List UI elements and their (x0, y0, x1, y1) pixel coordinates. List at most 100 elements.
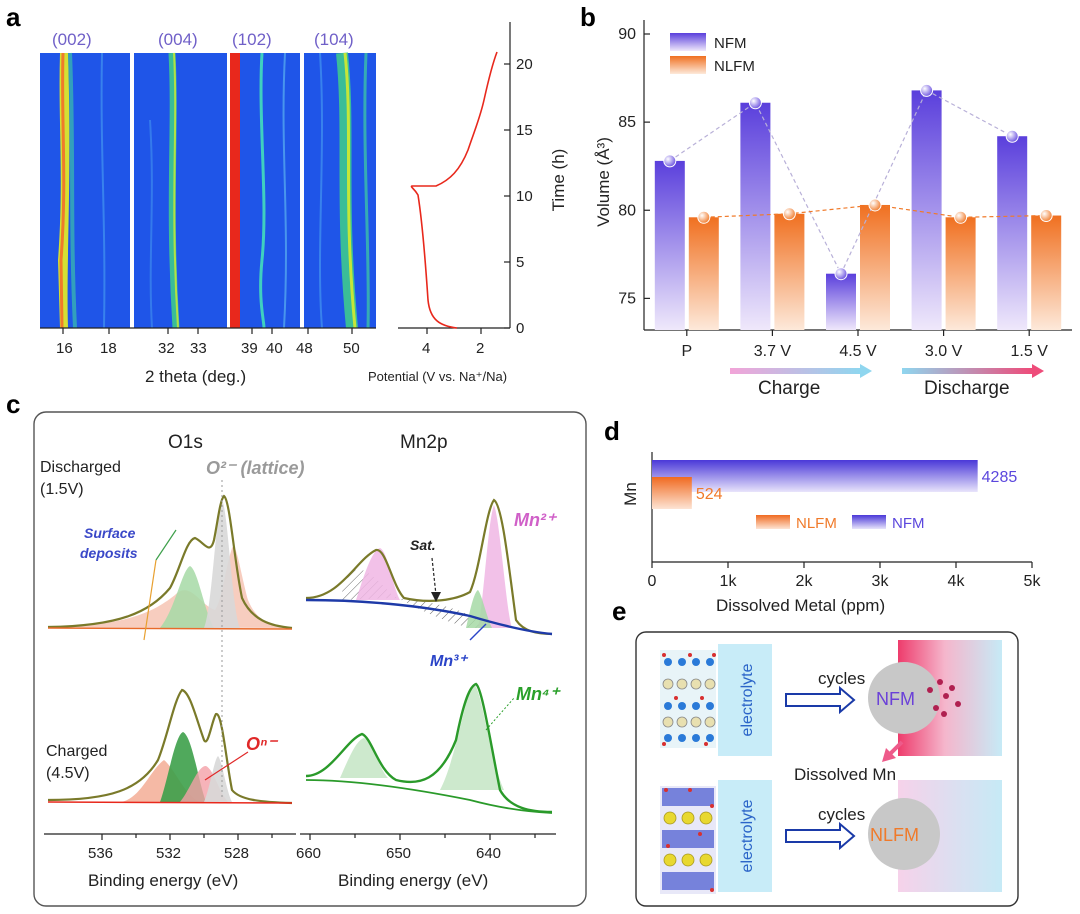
charge-label: Charge (758, 378, 820, 399)
d-legend-label-nlfm: NLFM (796, 515, 837, 532)
satellite-arrowhead (431, 592, 441, 602)
bar-nfm (654, 160, 685, 330)
b-ylabel: Volume (Å³) (594, 137, 613, 227)
point-nfm (834, 267, 848, 281)
nfm-particle (868, 662, 940, 734)
bar-nfm (740, 102, 771, 330)
d-xlabel: Dissolved Metal (ppm) (716, 596, 885, 615)
nlfm-electrolyte-label: electrolyte (739, 799, 756, 872)
panel-a: a (002) (004) (6, 2, 568, 386)
time-tick-20: 20 (516, 56, 533, 73)
nlfm-cycles-label: cycles (818, 805, 865, 824)
on-arrow (204, 751, 249, 781)
d-xtick-label: 4k (948, 573, 966, 590)
panel-c: c O1s Mn2p Discharged (1.5V) O²⁻ (lattic… (6, 389, 587, 907)
point-nfm (663, 154, 677, 168)
nlfm-schematic: electrolyte cycles NLFM (660, 780, 1002, 894)
b-ytick-label: 90 (618, 26, 636, 43)
point-nlfm (1039, 209, 1053, 223)
a-xtick-39: 39 (241, 340, 258, 357)
mn4-arrow (485, 697, 515, 731)
surface-deposits-line1: Surface (84, 525, 136, 541)
b-ytick-label: 75 (618, 290, 636, 307)
point-nfm (920, 83, 934, 97)
dissolved-mn-label: Dissolved Mn (794, 765, 896, 784)
a-xtick-32: 32 (158, 340, 175, 357)
legend-label-nlfm: NLFM (714, 58, 755, 75)
d-category-mn: Mn (621, 482, 640, 506)
mn2p-xaxis (300, 833, 556, 840)
discharge-arrow (902, 368, 1032, 374)
bar-nfm (997, 136, 1028, 330)
b-ytick-label: 80 (618, 202, 636, 219)
d-legend-swatch-nlfm (756, 515, 790, 529)
panel-d: d 0 1k 2k 3k 4k 5k 4285 524 Mn NLFM NFM Dissolv… (604, 416, 1041, 615)
potential-curve-plot: 0 5 10 15 20 Time (h) 4 2 Potential (V v… (368, 22, 568, 384)
bar-nlfm (860, 204, 890, 330)
charged-voltage: (4.5V) (46, 765, 90, 782)
surface-arrow-1 (143, 559, 157, 641)
legend-swatch-nlfm (670, 56, 706, 74)
a-xlabel: 2 theta (deg.) (145, 367, 246, 386)
panel-a-xticks (40, 327, 376, 334)
nfm-particle-label: NFM (876, 689, 915, 709)
panel-b: b 75 80 85 90 P 3.7 V 4.5 V 3.0 V 1.5 V Volume (… (580, 2, 1072, 399)
pot-tick-4: 4 (422, 340, 430, 357)
mn4-label: Mn⁴⁺ (516, 684, 562, 704)
surface-deposits-line2: deposits (80, 545, 138, 561)
d-legend-label-nfm: NFM (892, 515, 925, 532)
d-xtick-label: 0 (648, 573, 657, 590)
heatmap-strip-102 (230, 52, 300, 329)
mn2-label: Mn²⁺ (514, 510, 558, 530)
d-xtick-label: 2k (796, 573, 814, 590)
panel-label-c: c (6, 389, 20, 419)
o1s-tick-536: 536 (88, 845, 113, 862)
o1s-charged-spectrum (47, 688, 293, 805)
panel-c-frame (33, 411, 587, 907)
b-xtick-label: 3.7 V (754, 343, 792, 360)
lattice-oxygen-label: O²⁻ (lattice) (206, 458, 305, 478)
mn3-arrow (469, 623, 487, 641)
potential-axis-label: Potential (V vs. Na⁺/Na) (368, 369, 507, 384)
bar-nfm (911, 90, 942, 331)
bar-nlfm (774, 213, 805, 330)
discharge-label: Discharge (924, 378, 1010, 399)
heatmap-strip-004 (134, 52, 227, 329)
d-xtick-label: 3k (872, 573, 890, 590)
a-xtick-50: 50 (343, 340, 360, 357)
heatmap-strip-002 (40, 52, 130, 329)
nlfm-cycles-arrow (785, 821, 856, 851)
nfm-electrolyte-label: electrolyte (739, 663, 756, 736)
mn2p-tick-660: 660 (296, 845, 321, 862)
o1s-tick-532: 532 (156, 845, 181, 862)
discharge-arrowhead (1032, 364, 1044, 378)
nlfm-particle (868, 798, 940, 870)
o1s-xlabel: Binding energy (eV) (88, 871, 238, 890)
charged-label: Charged (46, 743, 107, 760)
satellite-arrow (431, 557, 437, 596)
mn2p-xlabel: Binding energy (eV) (338, 871, 488, 890)
a-xtick-48: 48 (296, 340, 313, 357)
o1s-xaxis (44, 833, 296, 840)
time-axis-label: Time (h) (549, 149, 568, 212)
dissolved-arrow (888, 740, 904, 756)
time-tick-5: 5 (516, 254, 524, 271)
point-nlfm (782, 207, 796, 221)
d-xtick-label: 1k (720, 573, 738, 590)
point-nfm (1005, 129, 1019, 143)
value-label-nfm: 4285 (982, 469, 1018, 486)
a-xtick-40: 40 (266, 340, 283, 357)
discharged-voltage: (1.5V) (40, 481, 84, 498)
point-nlfm (697, 210, 711, 224)
mn3-label: Mn³⁺ (430, 653, 468, 670)
b-xtick-label: 3.0 V (925, 343, 963, 360)
dissolved-arrowhead (882, 748, 896, 762)
b-xtick-label: 1.5 V (1011, 343, 1049, 360)
peak-label-004: (004) (158, 30, 198, 49)
mn2p-tick-640: 640 (476, 845, 501, 862)
b-xtick-label: 4.5 V (839, 343, 877, 360)
nlfm-crystal-structure (660, 786, 716, 894)
charge-arrowhead (860, 364, 872, 378)
peak-label-102: (102) (232, 30, 272, 49)
o1s-title: O1s (168, 432, 203, 453)
